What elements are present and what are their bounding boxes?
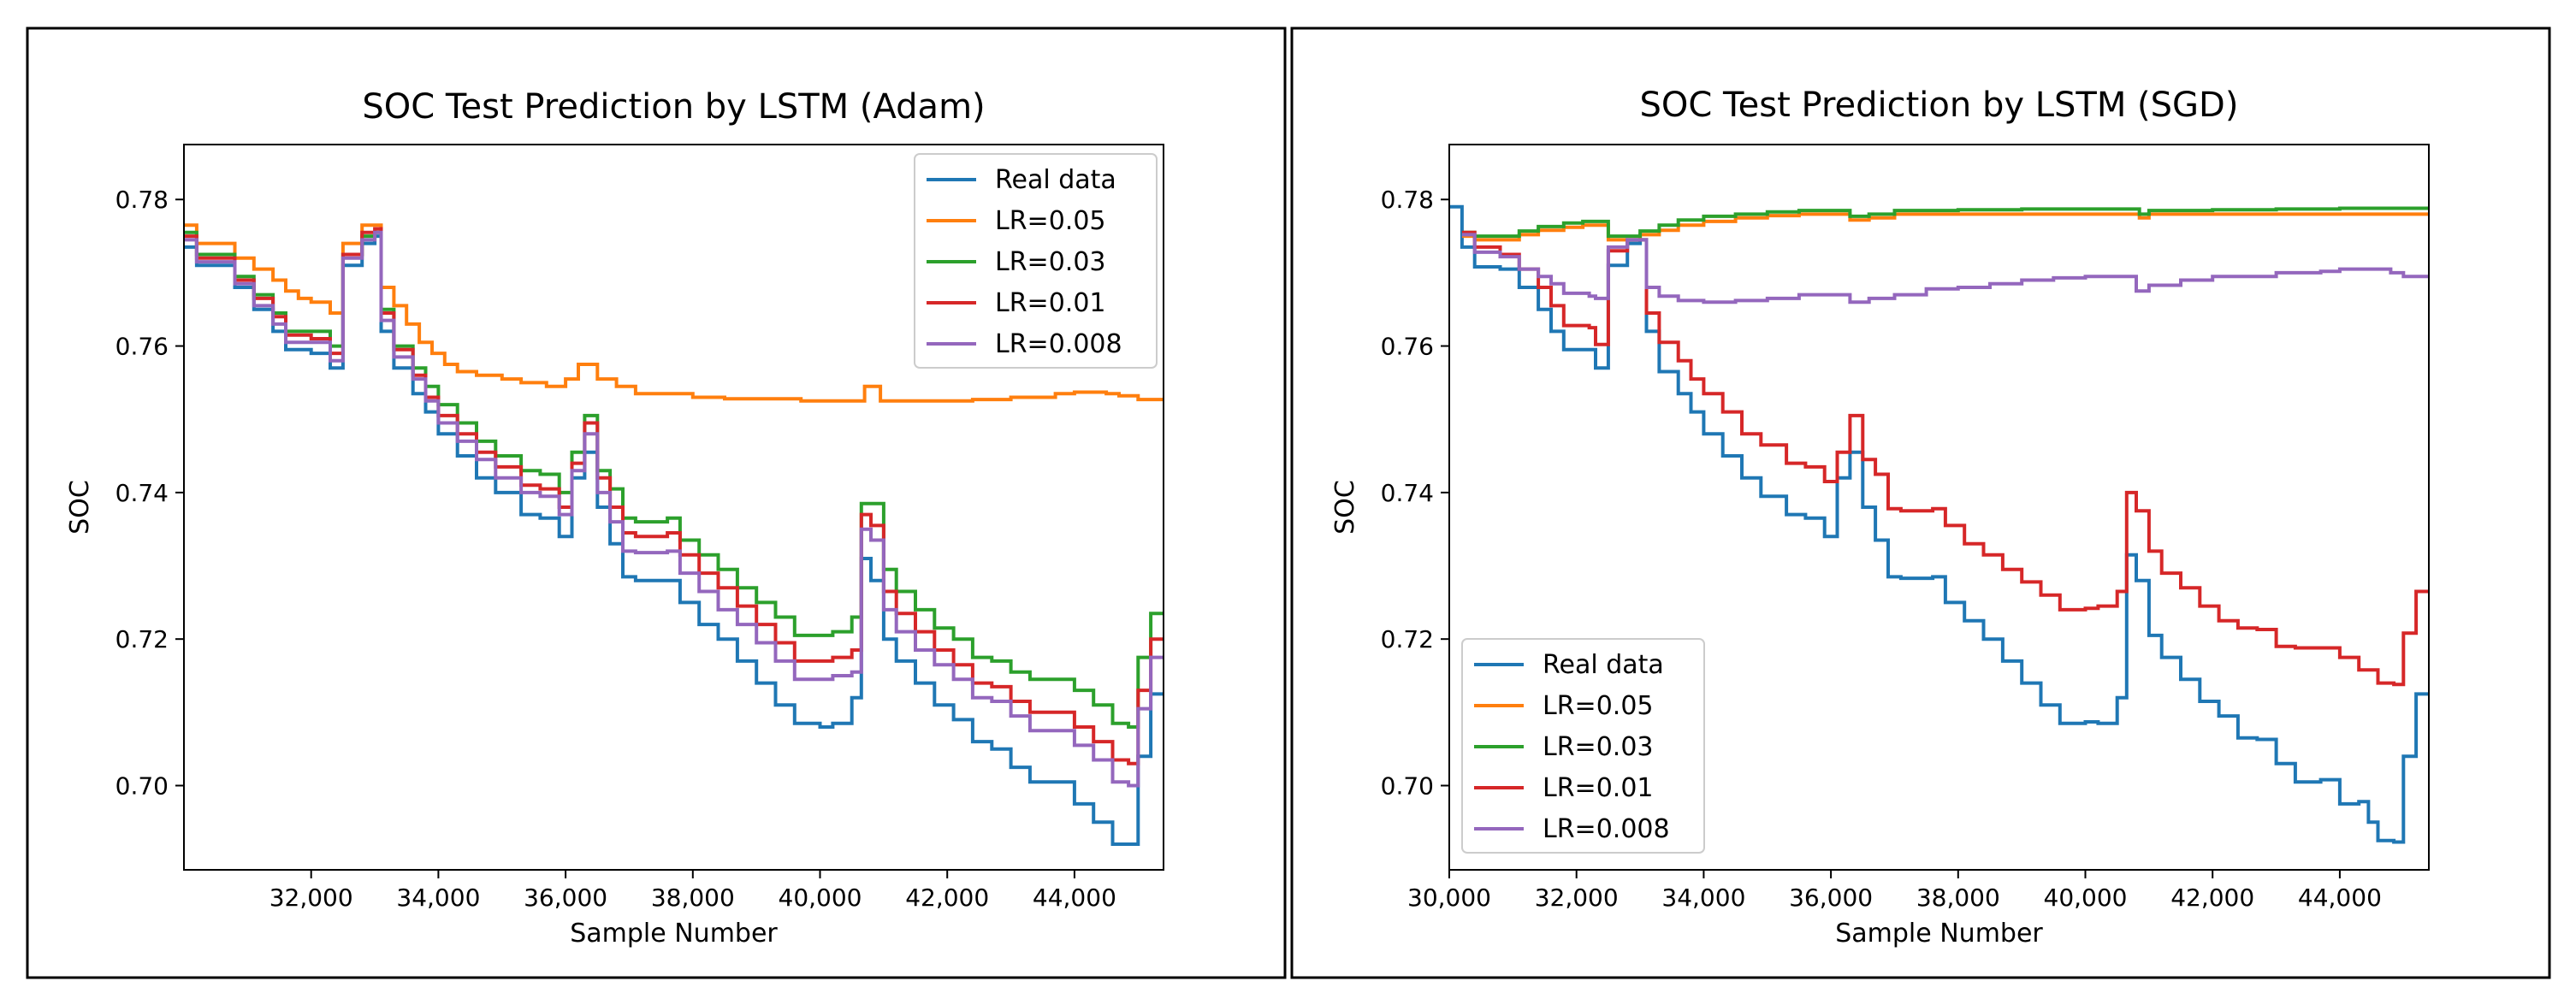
series-line-4 [1461,230,2429,687]
series-line-4 [184,227,1164,765]
legend-box [1461,638,1705,854]
chart-sgd: SOC Test Prediction by LSTM (SGD) 30,000 3… [1330,86,2430,949]
x-tick-label: 44,000 [1033,884,1116,912]
y-tick-label: 0.70 [1381,771,1434,800]
x-tick-label: 38,000 [651,884,735,912]
legend-label-5: LR=0.008 [1543,814,1670,844]
x-tick-label: 30,000 [1407,884,1491,912]
chart-adam: SOC Test Prediction by LSTM (Adam) 32,000… [65,87,1164,949]
legend-label-2: LR=0.05 [995,206,1106,236]
legend-label-5: LR=0.008 [995,329,1122,359]
x-tick-label: 44,000 [2298,884,2382,912]
plot-frame [1448,144,2430,871]
y-tick-label: 0.70 [115,771,169,800]
legend-label-2: LR=0.05 [1543,691,1654,721]
legend-label-1: Real data [995,165,1116,195]
y-tick-label: 0.72 [115,625,169,653]
y-axis-label: SOC [1330,480,1360,535]
legend-label-3: LR=0.03 [1543,732,1654,762]
x-tick-label: 40,000 [2044,884,2128,912]
legend-label-1: Real data [1543,650,1664,680]
y-tick-label: 0.76 [115,333,169,361]
y-tick-label: 0.78 [1381,186,1434,214]
x-tick-label: 36,000 [524,884,607,912]
x-tick-label: 38,000 [1916,884,2000,912]
y-tick-label: 0.78 [115,186,169,214]
series-line-1 [1449,204,2429,844]
plot-frame [183,144,1164,871]
series-line-5 [1461,233,2429,304]
series-line-5 [184,230,1164,788]
legend: Real data LR=0.05 LR=0.03 LR=0.01 LR=0.008 [1461,638,1705,854]
x-tick-label: 36,000 [1789,884,1873,912]
y-tick-label: 0.72 [1381,625,1434,653]
legend-label-4: LR=0.01 [995,288,1106,318]
x-tick-label: 32,000 [269,884,353,912]
series-line-3 [1461,206,2429,239]
legend-label-3: LR=0.03 [995,247,1106,277]
x-axis-label: Sample Number [1835,919,2043,949]
y-tick-label: 0.74 [115,479,169,507]
series-group [184,223,1164,846]
x-tick-label: 34,000 [396,884,480,912]
legend-box [914,153,1158,369]
panel-frame-sgd [1290,27,2551,979]
series-line-2 [184,223,1164,403]
x-tick-label: 34,000 [1661,884,1745,912]
y-tick-label: 0.76 [1381,333,1434,361]
series-line-1 [184,234,1164,846]
panel-frame-adam [26,27,1287,979]
charts-layer: SOC Test Prediction by LSTM (Adam) 32,000… [65,86,2430,949]
y-tick-label: 0.74 [1381,479,1434,507]
x-tick-label: 32,000 [1535,884,1619,912]
chart-title: SOC Test Prediction by LSTM (SGD) [1640,86,2239,125]
x-tick-label: 40,000 [779,884,862,912]
x-tick-label: 42,000 [905,884,989,912]
x-tick-label: 42,000 [2170,884,2254,912]
legend: Real data LR=0.05 LR=0.03 LR=0.01 LR=0.008 [914,153,1158,369]
y-axis-label: SOC [65,480,95,535]
series-group [1449,204,2429,844]
chart-title: SOC Test Prediction by LSTM (Adam) [362,87,985,127]
legend-label-4: LR=0.01 [1543,773,1654,803]
x-axis-label: Sample Number [570,919,778,949]
